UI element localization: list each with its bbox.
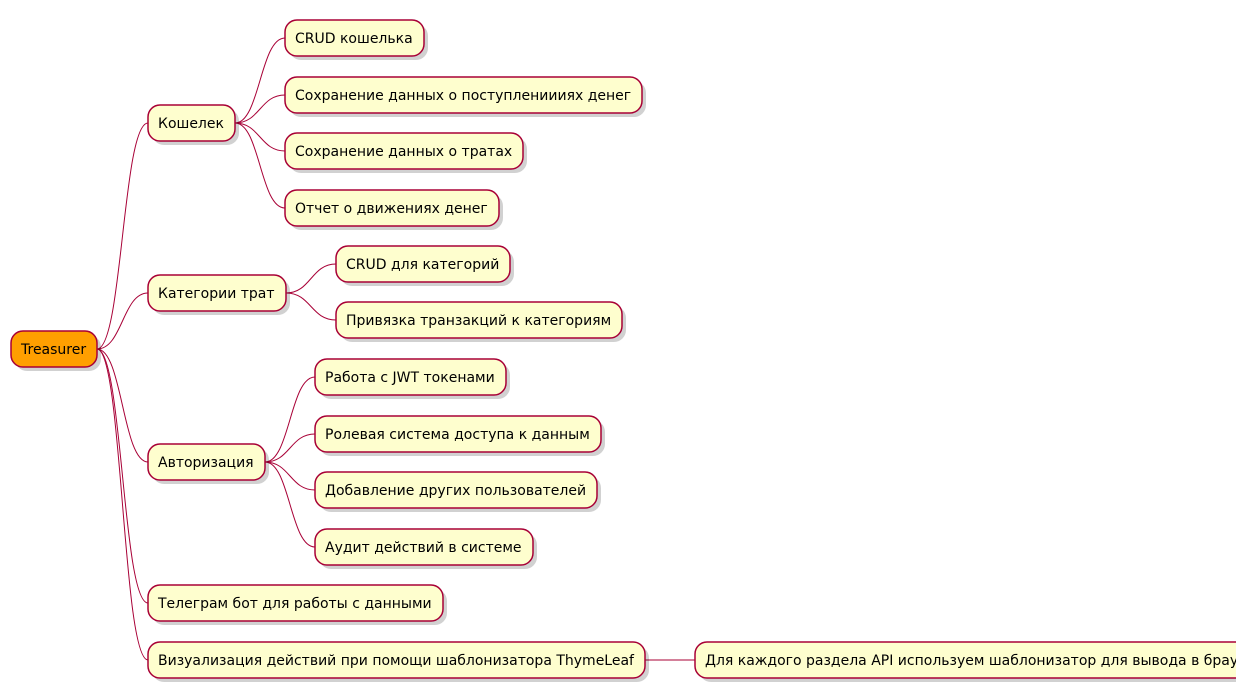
node-leaf: Сохранение данных о поступлениииях денег: [284, 76, 646, 117]
node-box: [284, 132, 524, 170]
node-box: [335, 301, 623, 339]
node-label: CRUD кошелька: [295, 31, 413, 47]
edge-branch-leaf: [234, 37, 286, 124]
node-box: [314, 415, 602, 453]
edge-branch-leaf: [234, 122, 286, 152]
node-box: [314, 528, 534, 566]
node-label: Кошелек: [158, 116, 224, 132]
edges-layer: [96, 37, 695, 661]
node-branch: Визуализация действий при помощи шаблони…: [147, 641, 649, 682]
edge-root-branch: [96, 122, 149, 350]
edge-branch-leaf: [234, 122, 286, 209]
node-label: Treasurer: [20, 342, 86, 358]
edge-root-branch: [96, 348, 149, 463]
edge-branch-leaf: [264, 433, 316, 463]
node-box: [147, 104, 236, 142]
node-branch: Категории трат: [147, 274, 290, 315]
node-label: Для каждого раздела API используем шабло…: [705, 653, 1236, 669]
node-root: Treasurer: [10, 330, 101, 371]
edge-root-branch: [96, 292, 149, 350]
node-box: [284, 189, 500, 227]
node-label: CRUD для категорий: [346, 257, 499, 273]
node-box: [147, 274, 287, 312]
edge-branch-leaf: [264, 461, 316, 548]
node-leaf: Для каждого раздела API используем шабло…: [694, 641, 1236, 682]
node-leaf: Привязка транзакций к категориям: [335, 301, 626, 342]
node-leaf: Добавление других пользователей: [314, 471, 601, 512]
edge-root-branch: [96, 348, 149, 604]
node-box: [314, 471, 598, 509]
node-box: [284, 76, 643, 114]
node-box: [147, 584, 444, 622]
node-leaf: Работа с JWT токенами: [314, 358, 510, 399]
edge-branch-leaf: [264, 461, 316, 491]
node-label: Добавление других пользователей: [325, 483, 586, 499]
edge-root-branch: [96, 348, 149, 661]
node-box: [335, 245, 511, 283]
node-box: [694, 641, 1236, 679]
node-label: Телеграм бот для работы с данными: [157, 596, 432, 612]
node-label: Привязка транзакций к категориям: [346, 313, 611, 329]
node-label: Ролевая система доступа к данным: [325, 427, 590, 443]
edge-branch-leaf: [264, 376, 316, 463]
node-branch: Авторизация: [147, 443, 269, 484]
node-box: [284, 19, 425, 57]
node-box: [314, 358, 507, 396]
node-branch: Телеграм бот для работы с данными: [147, 584, 447, 625]
node-branch: Кошелек: [147, 104, 239, 145]
node-box: [10, 330, 98, 368]
node-label: Категории трат: [158, 286, 275, 302]
edge-branch-leaf: [234, 94, 286, 124]
node-label: Авторизация: [158, 455, 254, 471]
node-box: [147, 443, 266, 481]
node-box: [147, 641, 646, 679]
edge-branch-leaf: [285, 263, 337, 294]
edge-branch-leaf: [285, 292, 337, 321]
node-label: Сохранение данных о поступлениииях денег: [295, 88, 631, 104]
node-leaf: Отчет о движениях денег: [284, 189, 503, 230]
node-leaf: CRUD кошелька: [284, 19, 428, 60]
node-leaf: Аудит действий в системе: [314, 528, 537, 569]
node-leaf: Ролевая система доступа к данным: [314, 415, 605, 456]
node-label: Аудит действий в системе: [325, 540, 522, 556]
node-label: Визуализация действий при помощи шаблони…: [158, 653, 635, 669]
node-label: Работа с JWT токенами: [325, 370, 495, 386]
node-leaf: Сохранение данных о тратах: [284, 132, 527, 173]
node-label: Отчет о движениях денег: [295, 201, 488, 217]
nodes-layer: Treasurer Кошелек CRUD кошелька Сохранение …: [10, 19, 1236, 682]
node-label: Сохранение данных о тратах: [295, 144, 512, 160]
node-leaf: CRUD для категорий: [335, 245, 514, 286]
